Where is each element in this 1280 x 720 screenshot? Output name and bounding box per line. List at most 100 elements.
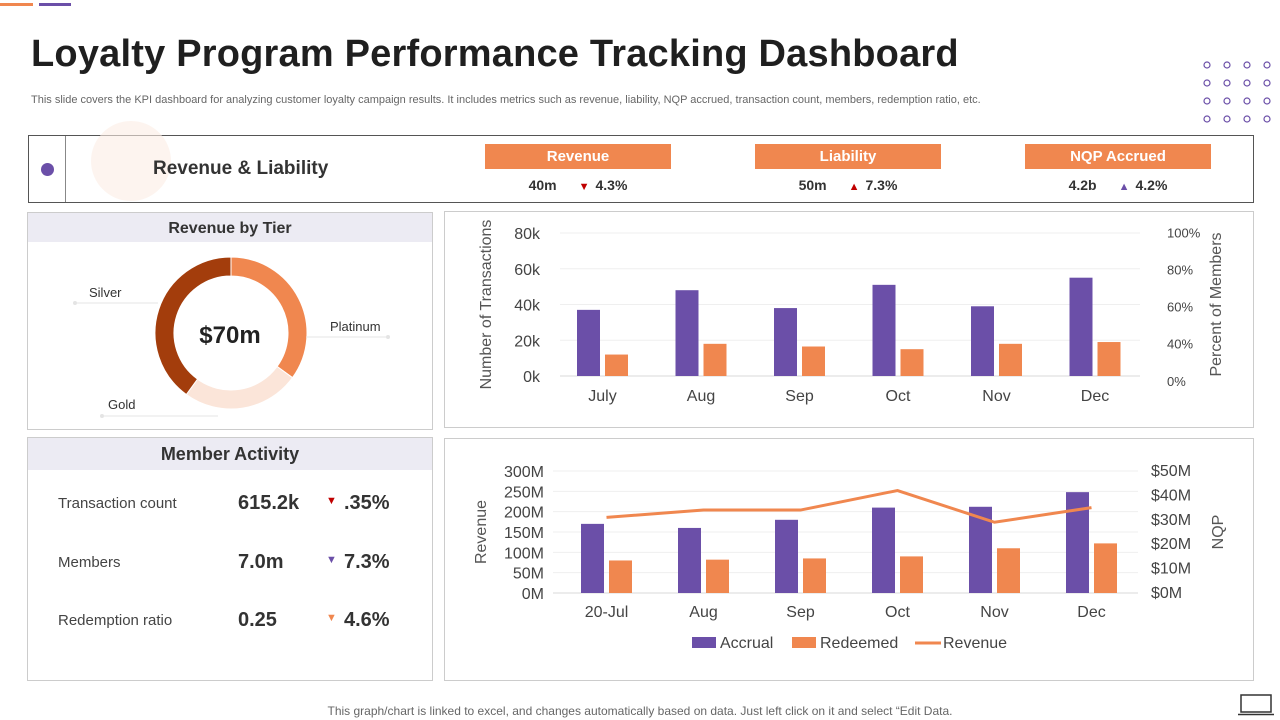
legend-swatch-redeemed bbox=[792, 637, 816, 648]
y-tick-label: 250M bbox=[504, 484, 544, 501]
y2-tick-label: $30M bbox=[1151, 512, 1191, 529]
bullet-icon bbox=[41, 163, 54, 176]
x-tick-label: Dec bbox=[1077, 604, 1105, 621]
x-tick-label: Aug bbox=[689, 604, 717, 621]
legend-label-redeemed: Redeemed bbox=[820, 635, 898, 652]
y2-tick-label: 0% bbox=[1167, 374, 1186, 389]
decorative-dot bbox=[1243, 97, 1251, 105]
y-tick-label: 0k bbox=[523, 369, 541, 386]
decorative-dot bbox=[1203, 79, 1211, 87]
y-tick-label: 20k bbox=[514, 333, 541, 350]
x-tick-label: Sep bbox=[785, 388, 814, 405]
kpi-liability-label: Liability bbox=[755, 144, 941, 169]
member-activity-panel: Member Activity Transaction count 615.2k… bbox=[27, 437, 433, 681]
laptop-icon bbox=[1238, 694, 1274, 716]
label-platinum: Platinum bbox=[330, 319, 381, 334]
decorative-dot bbox=[1203, 97, 1211, 105]
x-tick-label: 20-Jul bbox=[585, 604, 629, 621]
footer-note: This graph/chart is linked to excel, and… bbox=[327, 704, 953, 718]
y-tick-label: 0M bbox=[522, 586, 544, 603]
x-tick-label: Dec bbox=[1081, 388, 1109, 405]
bar-accrual bbox=[872, 507, 895, 593]
y-tick-label: 50M bbox=[513, 566, 544, 583]
page-title: Loyalty Program Performance Tracking Das… bbox=[31, 33, 959, 75]
redemption-ratio-value: 0.25 bbox=[238, 609, 277, 631]
revenue-by-tier-title: Revenue by Tier bbox=[28, 213, 432, 242]
bar-transactions bbox=[971, 306, 994, 376]
bar-transactions bbox=[774, 308, 797, 376]
revenue-liability-title: Revenue & Liability bbox=[153, 158, 329, 179]
bar-members bbox=[900, 349, 924, 376]
kpi-nqp: 4.2b ▲ 4.2% bbox=[1025, 177, 1211, 193]
x-tick-label: Nov bbox=[982, 388, 1010, 405]
member-activity-row-transactions: Transaction count 615.2k ▼ .35% bbox=[58, 490, 438, 520]
revenue-chart-panel: 0M 50M 100M 150M 200M 250M 300M $0M $10M $20M $30M… bbox=[444, 438, 1254, 681]
accent-line-orange bbox=[0, 3, 33, 6]
bar-redeemed bbox=[803, 558, 826, 593]
label-silver: Silver bbox=[89, 285, 122, 300]
y2-tick-label: 60% bbox=[1167, 300, 1193, 315]
decorative-dot bbox=[1223, 61, 1231, 69]
up-arrow-icon: ▲ bbox=[848, 181, 860, 193]
revenue-by-tier-panel: Revenue by Tier $70m Silver Platinum Gol… bbox=[27, 212, 433, 430]
bar-redeemed bbox=[609, 560, 632, 593]
members-label: Members bbox=[58, 554, 121, 571]
line-revenue bbox=[606, 488, 1092, 524]
kpi-revenue-label: Revenue bbox=[485, 144, 671, 169]
kpi-revenue: 40m ▼ 4.3% bbox=[485, 177, 671, 193]
bar-accrual bbox=[581, 523, 604, 593]
decorative-dot-grid bbox=[1203, 61, 1271, 123]
y-tick-label: 150M bbox=[504, 525, 544, 542]
kpi-nqp-change: 4.2% bbox=[1135, 177, 1168, 193]
decorative-dot bbox=[1203, 61, 1211, 69]
decorative-circle bbox=[91, 121, 171, 201]
bar-transactions bbox=[1069, 277, 1093, 376]
transaction-count-value: 615.2k bbox=[238, 492, 300, 514]
donut-slice-gold bbox=[185, 365, 294, 410]
bar-members bbox=[605, 354, 628, 376]
revenue-by-tier-donut: $70m Silver Platinum Gold bbox=[73, 256, 390, 418]
x-tick-label: Aug bbox=[687, 388, 715, 405]
members-change: 7.3% bbox=[344, 551, 390, 573]
kpi-liability: 50m ▲ 7.3% bbox=[755, 177, 941, 193]
bar-redeemed bbox=[997, 548, 1020, 593]
bar-accrual bbox=[678, 527, 701, 593]
bar-transactions bbox=[872, 284, 896, 376]
bar-members bbox=[703, 343, 727, 376]
decorative-dot bbox=[1263, 97, 1271, 105]
bar-transactions bbox=[577, 309, 600, 376]
page-subtitle: This slide covers the KPI dashboard for … bbox=[31, 94, 981, 106]
transactions-chart: 0k 20k 40k 60k 80k 0% 40% 60% 80% 100% Number of T… bbox=[478, 220, 1225, 405]
legend-label-accrual: Accrual bbox=[720, 635, 773, 652]
y-tick-label: 60k bbox=[514, 262, 541, 279]
y-tick-label: 40k bbox=[514, 298, 541, 315]
transaction-count-change: .35% bbox=[344, 492, 390, 514]
accent-line-purple bbox=[39, 3, 71, 6]
y-tick-label: 80k bbox=[514, 226, 541, 243]
gold-leader-dot bbox=[100, 414, 104, 418]
redemption-ratio-change: 4.6% bbox=[344, 609, 390, 631]
y2-tick-label: $40M bbox=[1151, 487, 1191, 504]
legend-swatch-accrual bbox=[692, 637, 716, 648]
bar-accrual bbox=[775, 519, 798, 593]
kpi-nqp-value: 4.2b bbox=[1068, 177, 1097, 193]
kpi-liability-change: 7.3% bbox=[865, 177, 898, 193]
decorative-dot bbox=[1243, 79, 1251, 87]
x-tick-label: Nov bbox=[980, 604, 1008, 621]
kpi-revenue-value: 40m bbox=[528, 177, 557, 193]
label-gold: Gold bbox=[108, 397, 135, 412]
kpi-revenue-change: 4.3% bbox=[595, 177, 628, 193]
divider bbox=[65, 136, 66, 202]
donut-center-label: $70m bbox=[199, 322, 260, 349]
y-axis-label: Number of Transactions bbox=[478, 220, 495, 390]
transaction-count-label: Transaction count bbox=[58, 495, 177, 512]
legend-label-revenue: Revenue bbox=[943, 635, 1007, 652]
y2-axis-label: Percent of Members bbox=[1208, 232, 1225, 376]
donut-slice-silver bbox=[154, 256, 232, 396]
decorative-dot bbox=[1243, 61, 1251, 69]
y-tick-label: 300M bbox=[504, 464, 544, 481]
member-activity-title: Member Activity bbox=[28, 438, 432, 470]
x-tick-label: Oct bbox=[885, 604, 910, 621]
donut-slice-platinum bbox=[230, 256, 308, 379]
bar-members bbox=[802, 346, 825, 376]
